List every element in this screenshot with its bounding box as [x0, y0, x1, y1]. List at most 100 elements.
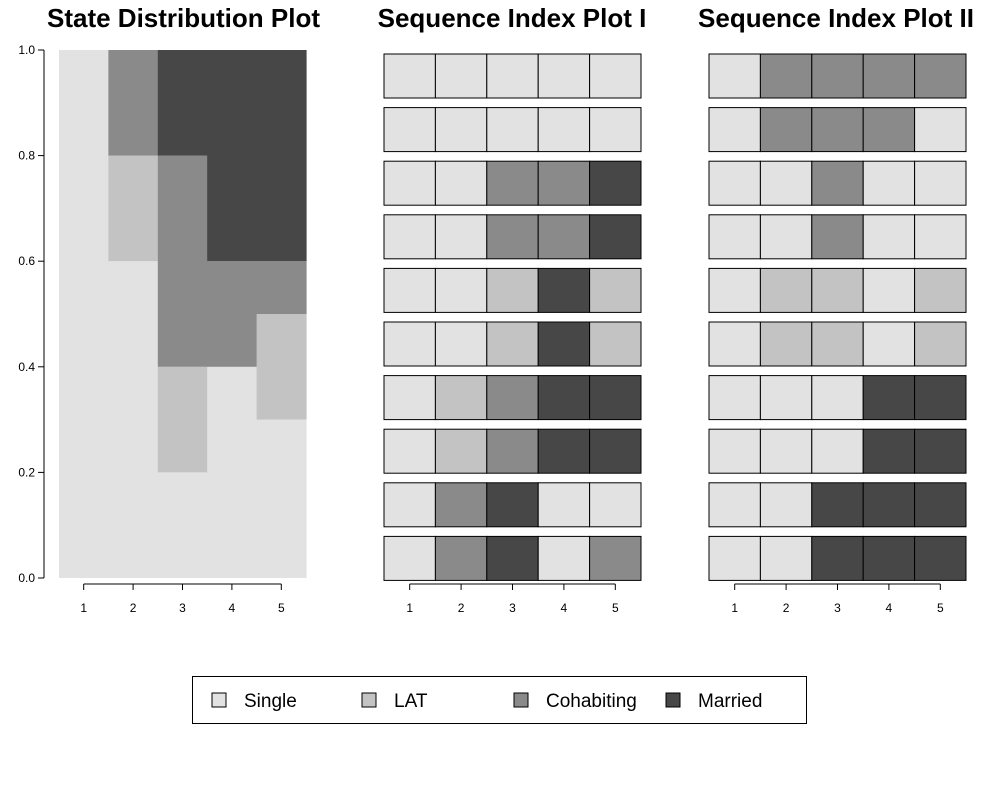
sequence-cell-single — [383, 428, 436, 474]
sequence-cell-lat — [434, 375, 488, 421]
sequence-cell-single — [434, 214, 488, 260]
x-tick-label: 3 — [834, 601, 841, 615]
sequence-cell-cohabiting — [486, 428, 539, 474]
sequence-cell-cohabiting — [862, 53, 916, 99]
sequence-cell-single — [486, 53, 539, 99]
sequence-cell-single — [383, 375, 436, 421]
x-tick-label: 4 — [229, 601, 236, 615]
sequence-cell-lat — [486, 267, 539, 313]
sequence-cell-single — [383, 535, 436, 581]
sequence-cell-single — [862, 160, 916, 206]
sequence-cell-married — [914, 535, 967, 581]
sequence-cell-single — [759, 160, 813, 206]
sequence-cell-single — [589, 107, 642, 153]
x-tick-label: 1 — [80, 601, 87, 615]
x-tick-label: 4 — [886, 601, 893, 615]
legend-swatch-lat — [361, 692, 377, 708]
sequence-cell-cohabiting — [589, 535, 642, 581]
sequence-cell-single — [383, 482, 436, 528]
sequence-cell-single — [759, 482, 813, 528]
sequence-cell-cohabiting — [759, 107, 813, 153]
sequence-cell-single — [537, 107, 591, 153]
legend-label-married: Married — [698, 691, 762, 712]
sequence-cell-single — [708, 214, 761, 260]
x-tick-label: 3 — [179, 601, 186, 615]
sequence-cell-single — [862, 321, 916, 367]
sequence-cell-single — [914, 160, 967, 206]
distribution-bar-lat-2 — [108, 155, 159, 262]
sequence-cell-lat — [759, 321, 813, 367]
sequence-cell-married — [589, 375, 642, 421]
sequence-cell-married — [589, 160, 642, 206]
state-distribution-panel: State Distribution Plot 0.0 0.2 0.4 0.6 0.8 1.… — [18, 3, 320, 615]
sequence-cell-single — [914, 214, 967, 260]
sequence-cell-married — [589, 428, 642, 474]
sequence-cell-single — [811, 428, 864, 474]
sequence-cell-single — [708, 53, 761, 99]
distribution-bar-single-5 — [256, 419, 307, 578]
sequence-cell-cohabiting — [811, 53, 864, 99]
sequence-cell-single — [759, 375, 813, 421]
x-tick-label: 5 — [278, 601, 285, 615]
sequence-cell-cohabiting — [486, 160, 539, 206]
sequence-cell-married — [486, 482, 539, 528]
sequence-cell-cohabiting — [486, 214, 539, 260]
sequence-cell-married — [811, 535, 864, 581]
sequence-cell-single — [383, 107, 436, 153]
sequence-cell-single — [708, 482, 761, 528]
sequence-cell-cohabiting — [537, 214, 591, 260]
distribution-bar-cohabiting-2 — [108, 50, 159, 156]
sequence-cell-married — [537, 321, 591, 367]
sequence-cell-lat — [914, 321, 967, 367]
sequence-cell-single — [434, 267, 488, 313]
sequence-cell-single — [537, 53, 591, 99]
sequence-cell-single — [862, 267, 916, 313]
sequence-cell-single — [383, 160, 436, 206]
distribution-bar-single-4 — [207, 366, 258, 578]
sequence-cell-lat — [759, 267, 813, 313]
sequence-cell-married — [537, 428, 591, 474]
sequence-cell-cohabiting — [434, 535, 488, 581]
distribution-bar-cohabiting-5 — [256, 261, 307, 314]
x-tick-label: 2 — [458, 601, 465, 615]
sequence-cell-cohabiting — [811, 107, 864, 153]
sequence-cell-single — [862, 214, 916, 260]
x-tick-label: 1 — [406, 601, 413, 615]
sequence-cell-cohabiting — [811, 160, 864, 206]
distribution-bar-single-2 — [108, 261, 159, 578]
y-tick-label: 0.0 — [18, 571, 35, 585]
distribution-bar-lat-3 — [157, 366, 208, 473]
sequence-cell-single — [708, 160, 761, 206]
x-tick-label: 1 — [731, 601, 738, 615]
sequence-cell-single — [708, 321, 761, 367]
sequence-cell-single — [811, 375, 864, 421]
sequence-cell-married — [537, 267, 591, 313]
sequence-cell-single — [708, 375, 761, 421]
sequence-cell-married — [811, 482, 864, 528]
legend-label-lat: LAT — [394, 691, 428, 712]
sequence-cell-single — [589, 482, 642, 528]
chart-title: Sequence Index Plot I — [378, 3, 647, 33]
y-tick-label: 0.8 — [18, 149, 35, 163]
sequence-cell-single — [708, 267, 761, 313]
sequence-cell-single — [759, 428, 813, 474]
distribution-bar-single-3 — [157, 472, 208, 578]
x-tick-label: 2 — [783, 601, 790, 615]
sequence-cell-married — [862, 428, 916, 474]
sequence-cell-single — [383, 267, 436, 313]
sequence-cell-lat — [914, 267, 967, 313]
legend-box — [192, 676, 807, 724]
y-tick-label: 0.2 — [18, 465, 35, 479]
sequence-cell-single — [759, 535, 813, 581]
sequence-cell-cohabiting — [914, 53, 967, 99]
x-tick-label: 5 — [937, 601, 944, 615]
sequence-cell-single — [434, 107, 488, 153]
sequence-index-plot-2-panel: Sequence Index Plot II 1 2 3 4 5 — [698, 3, 974, 615]
sequence-cell-married — [537, 375, 591, 421]
distribution-bar-married-5 — [256, 50, 307, 262]
x-tick-label: 4 — [561, 601, 568, 615]
distribution-bar-cohabiting-4 — [207, 261, 258, 367]
sequence-cell-cohabiting — [434, 482, 488, 528]
